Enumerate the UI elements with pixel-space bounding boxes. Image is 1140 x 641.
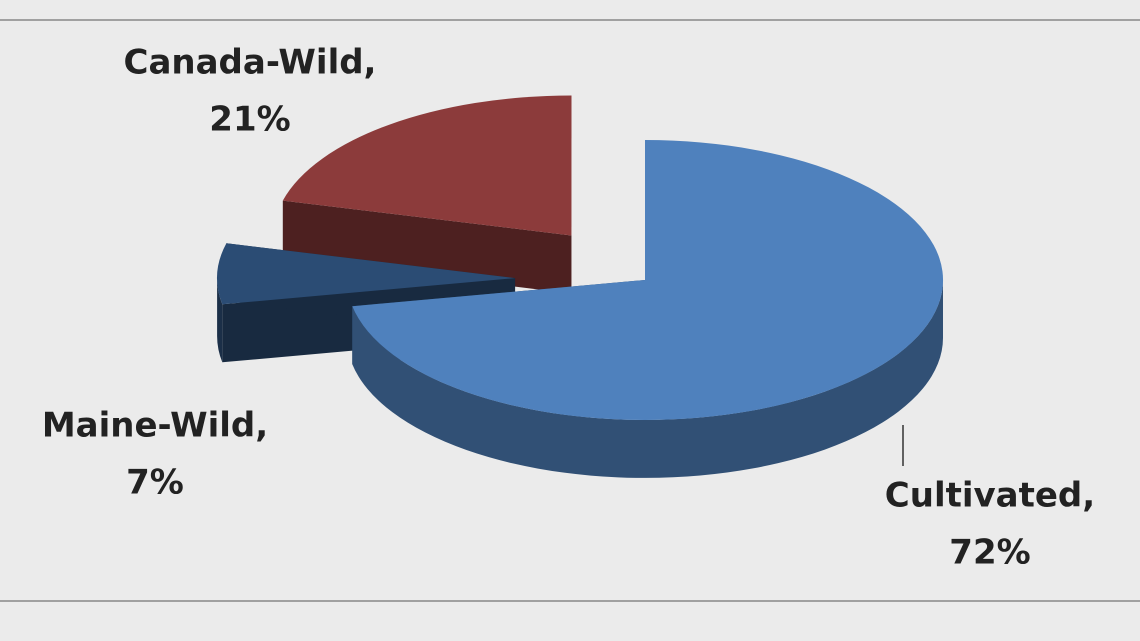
pie [217, 95, 944, 478]
slice-side [217, 278, 223, 363]
slice-side [352, 280, 943, 478]
slice-label: Canada-Wild, [124, 43, 377, 83]
value-label: 72% [949, 533, 1030, 573]
slice-label: Cultivated, [885, 476, 1095, 516]
slice-label: Maine-Wild, [42, 406, 268, 446]
slice [282, 95, 572, 236]
slice [217, 243, 516, 305]
slice [352, 140, 944, 420]
slice-face [282, 200, 572, 294]
value-label: 7% [126, 463, 184, 503]
value-label: 21% [209, 100, 290, 140]
